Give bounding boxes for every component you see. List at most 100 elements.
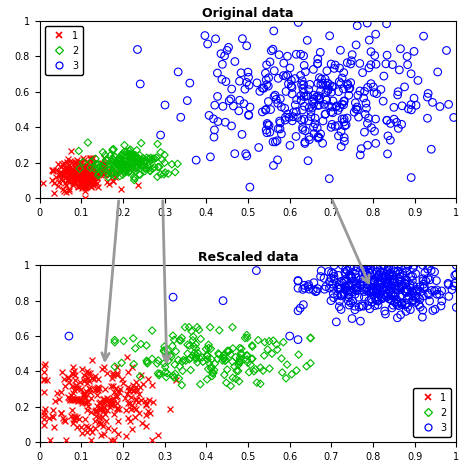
Point — [88, 437, 95, 444]
Point — [345, 293, 352, 301]
Point — [120, 337, 127, 345]
Point — [186, 342, 193, 349]
Point — [141, 168, 149, 175]
Point — [309, 286, 317, 293]
Point — [334, 292, 341, 299]
Point — [99, 422, 106, 430]
Point — [362, 270, 370, 278]
Point — [107, 401, 114, 408]
Point — [184, 350, 191, 358]
Point — [417, 288, 424, 296]
Point — [450, 114, 457, 121]
Point — [288, 84, 296, 91]
Point — [107, 152, 114, 159]
Point — [365, 115, 373, 122]
Point — [98, 160, 106, 167]
Point — [73, 172, 80, 180]
Point — [336, 64, 344, 72]
Point — [109, 394, 117, 402]
Point — [66, 378, 73, 385]
Point — [371, 277, 378, 284]
Point — [373, 285, 381, 292]
Point — [176, 363, 183, 370]
Point — [94, 171, 102, 178]
Point — [304, 37, 311, 44]
Point — [228, 122, 235, 130]
Point — [405, 105, 412, 113]
Point — [266, 128, 274, 136]
Point — [115, 155, 122, 162]
Point — [393, 285, 400, 293]
Point — [270, 93, 278, 101]
Point — [371, 278, 378, 286]
Point — [84, 369, 92, 377]
Point — [367, 288, 375, 296]
Point — [204, 351, 212, 359]
Point — [287, 82, 295, 90]
Point — [91, 178, 99, 185]
Point — [135, 155, 142, 162]
Point — [297, 92, 305, 99]
Point — [103, 369, 111, 377]
Point — [161, 359, 168, 367]
Point — [174, 160, 181, 168]
Point — [85, 181, 92, 189]
Point — [385, 295, 393, 303]
Point — [131, 173, 138, 181]
Point — [388, 296, 395, 303]
Point — [264, 98, 272, 105]
Point — [107, 158, 115, 166]
Point — [396, 273, 404, 280]
Point — [428, 146, 435, 153]
Point — [57, 409, 64, 417]
Point — [71, 173, 78, 181]
Point — [130, 360, 138, 368]
Point — [133, 395, 140, 402]
Point — [117, 158, 125, 166]
Point — [80, 174, 88, 181]
Point — [264, 82, 272, 90]
Point — [73, 165, 81, 172]
Point — [82, 183, 90, 190]
Point — [314, 124, 321, 132]
Point — [141, 165, 149, 172]
Point — [368, 295, 375, 303]
Point — [412, 270, 419, 278]
Point — [358, 145, 365, 153]
Point — [94, 173, 101, 181]
Point — [235, 107, 242, 115]
Point — [40, 389, 48, 396]
Point — [110, 156, 117, 164]
Point — [78, 159, 85, 166]
Point — [189, 352, 196, 359]
Point — [319, 80, 327, 87]
Point — [70, 367, 78, 374]
Point — [128, 151, 136, 159]
Point — [97, 163, 105, 170]
Point — [77, 178, 84, 185]
Point — [384, 280, 391, 288]
Point — [361, 128, 368, 136]
Point — [395, 283, 403, 290]
Point — [103, 157, 110, 164]
Point — [284, 110, 292, 118]
Point — [288, 77, 295, 84]
Point — [85, 385, 93, 392]
Point — [70, 168, 77, 176]
Point — [317, 130, 324, 138]
Point — [314, 80, 322, 87]
Point — [144, 359, 151, 367]
Point — [310, 91, 317, 99]
Point — [394, 268, 402, 275]
Point — [336, 104, 344, 111]
Point — [161, 343, 168, 351]
Point — [328, 60, 335, 68]
Point — [452, 279, 459, 286]
Point — [127, 393, 135, 401]
Point — [412, 102, 420, 109]
Point — [381, 278, 388, 285]
Point — [124, 399, 132, 407]
Point — [344, 80, 351, 88]
Point — [59, 172, 67, 180]
Point — [113, 405, 121, 412]
